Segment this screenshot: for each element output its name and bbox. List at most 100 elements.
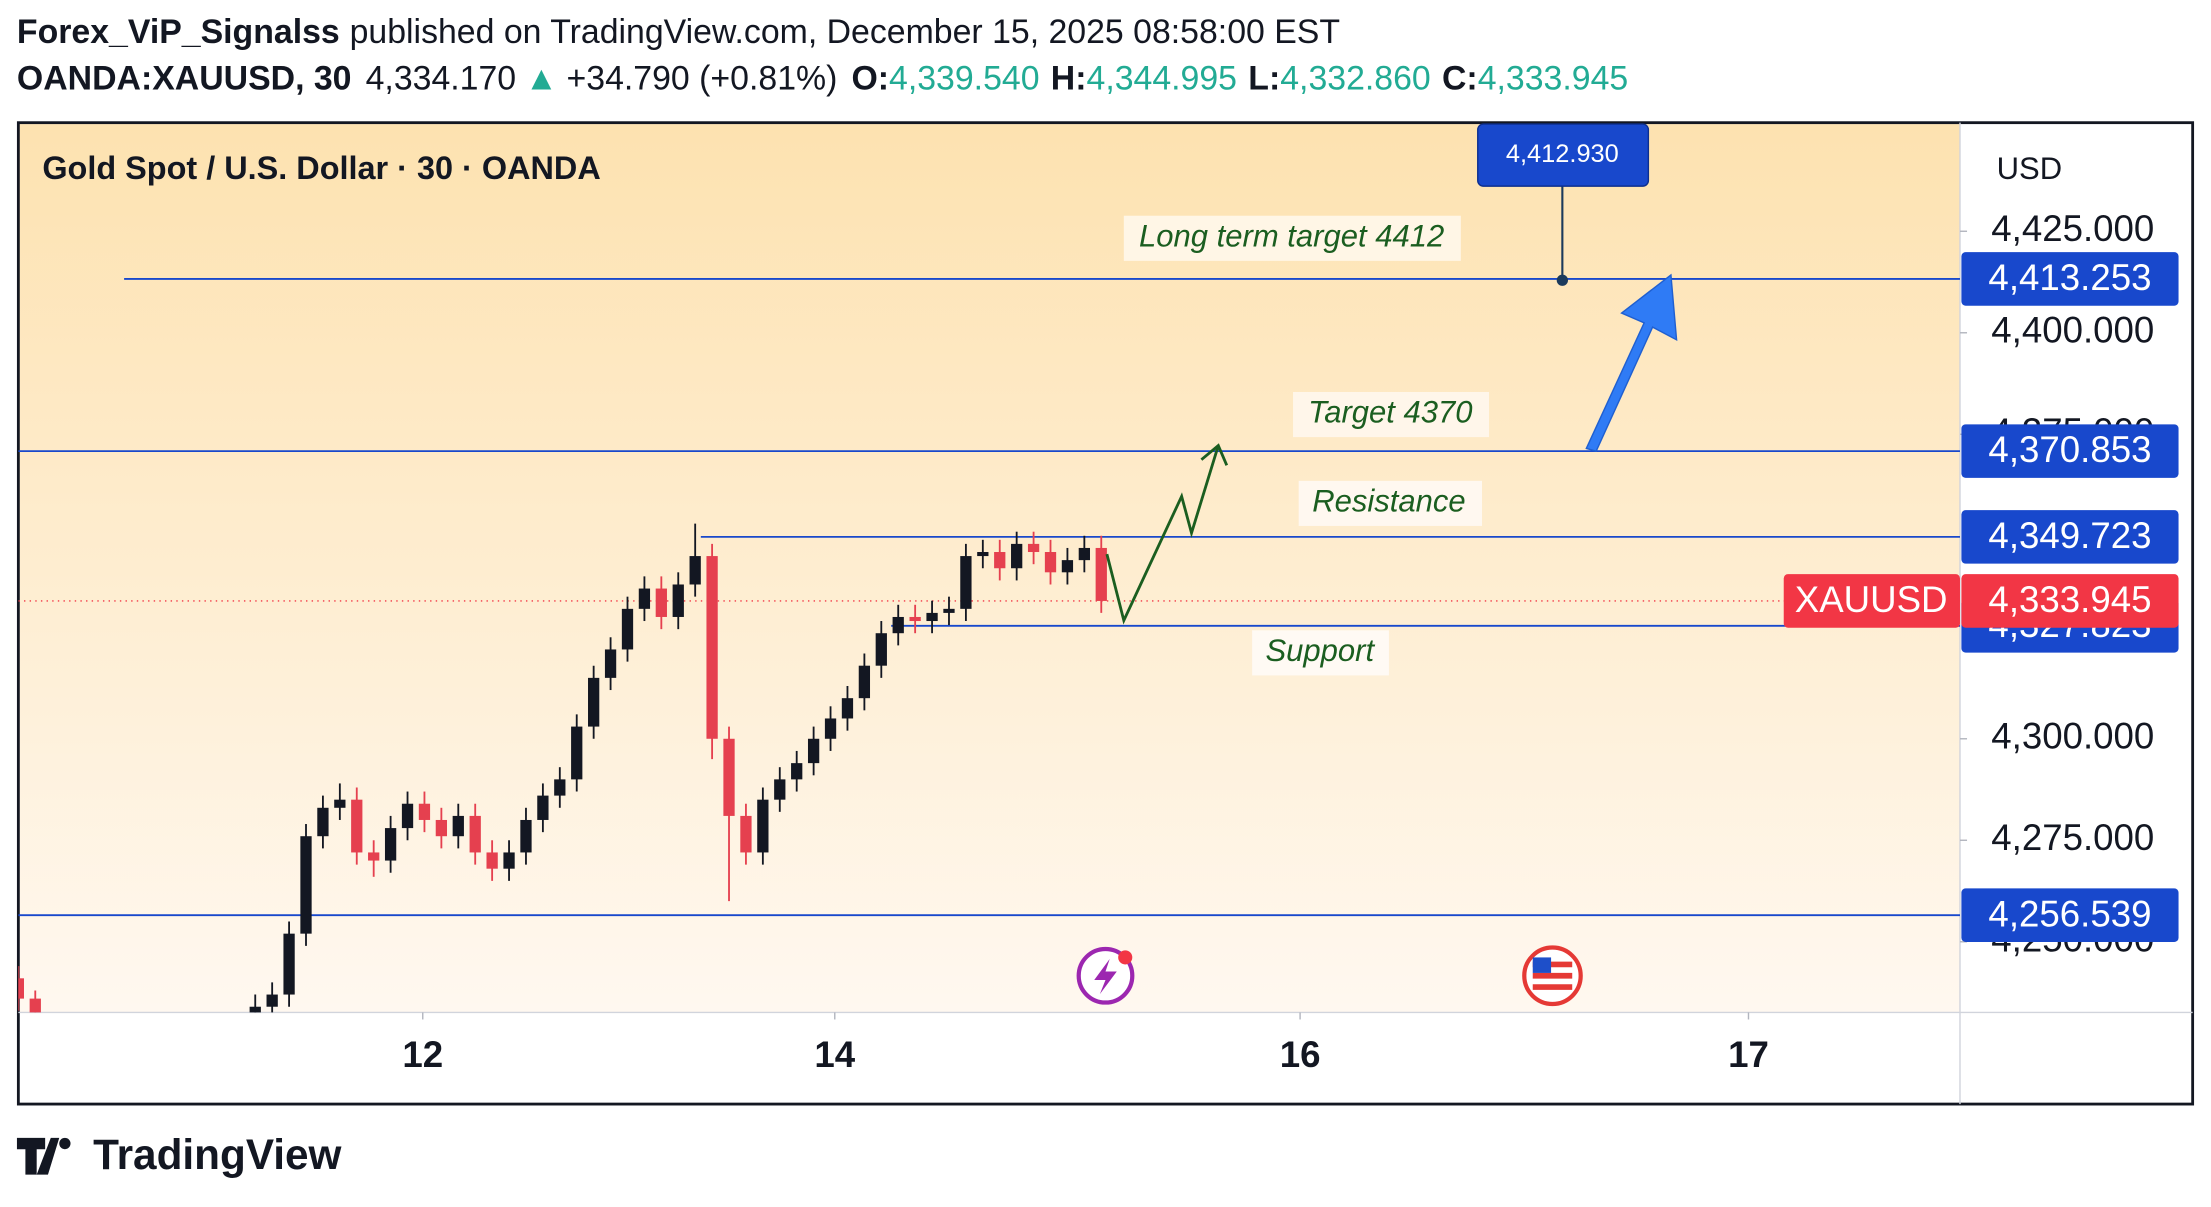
- candle: [621, 596, 634, 662]
- change: +34.790 (+0.81%): [567, 59, 838, 97]
- candle-body: [774, 779, 786, 800]
- event-icon-bolt: [1094, 958, 1117, 995]
- symbol-tag-label: XAUUSD: [1795, 579, 1948, 620]
- close: 4,333.945: [1478, 59, 1629, 97]
- candle-body: [571, 726, 583, 780]
- candle-body: [520, 819, 532, 853]
- candle: [351, 787, 363, 865]
- y-tick-label: 4,400.000: [1991, 309, 2154, 350]
- candle: [655, 576, 667, 630]
- candle: [977, 539, 989, 569]
- frame: [16, 121, 2195, 1106]
- plot-background: [18, 124, 1960, 1013]
- target-arrow: [1585, 273, 1678, 453]
- candle: [824, 706, 837, 751]
- price-tag-label: 4,349.723: [1988, 515, 2151, 556]
- candle: [300, 824, 312, 946]
- candle: [249, 994, 261, 1013]
- flag-canton: [1532, 957, 1552, 973]
- symbol-tag: [1783, 574, 1960, 628]
- callout-box: [1477, 123, 1650, 187]
- logo-mark: [16, 1137, 60, 1175]
- candle: [807, 726, 820, 776]
- candle: [723, 726, 735, 902]
- x-tick-label: 16: [1280, 1034, 1321, 1075]
- candle: [1044, 539, 1057, 585]
- candle: [317, 795, 329, 849]
- y-tick-label: 4,425.000: [1991, 208, 2154, 249]
- candle-body: [655, 588, 667, 617]
- annotation-box: [1298, 480, 1482, 526]
- low: 4,332.860: [1280, 59, 1431, 97]
- candle-body: [469, 815, 481, 853]
- currency: USD: [1997, 151, 2062, 186]
- candle-body: [452, 815, 464, 837]
- published: published on TradingView.com, December 1…: [350, 13, 1340, 51]
- candle-body: [317, 807, 329, 837]
- candle: [892, 604, 904, 646]
- price-tag-label: 4,413.253: [1988, 257, 2151, 298]
- candle: [943, 596, 955, 626]
- low-label: L:: [1248, 59, 1280, 97]
- symbol-bar: OANDA:XAUUSD, 30 4,334.170 ▲ +34.790 (+0.81…: [17, 59, 1628, 97]
- candle-body: [960, 556, 972, 609]
- candle: [791, 750, 803, 792]
- candle-body: [621, 608, 634, 650]
- price-tag: [1961, 424, 2179, 478]
- candle: [1027, 531, 1040, 565]
- callout-label: 4,412.930: [1506, 140, 1619, 168]
- candle: [960, 543, 972, 622]
- x-tick-label: 14: [814, 1034, 855, 1075]
- candle-body: [740, 815, 752, 853]
- x-tick-label: 17: [1728, 1034, 1769, 1075]
- candle-body: [249, 1006, 261, 1013]
- candle: [266, 982, 278, 1013]
- header: Forex_ViP_Signalss published on TradingVi…: [17, 13, 1340, 51]
- y-tick-label: 4,275.000: [1991, 817, 2154, 858]
- candle: [638, 576, 651, 622]
- candle: [706, 543, 718, 760]
- candle: [1061, 547, 1074, 585]
- candle-body: [384, 828, 397, 861]
- candle-body: [977, 552, 989, 557]
- candle: [1078, 535, 1090, 573]
- price: 4,334.170: [366, 59, 516, 97]
- candle: [469, 803, 481, 865]
- price-tag: [1961, 888, 2179, 943]
- candle-body: [841, 698, 854, 719]
- candle: [588, 665, 600, 739]
- projection-arrowhead: [1200, 443, 1229, 466]
- candle-body: [858, 665, 871, 699]
- candle: [401, 791, 414, 841]
- candle: [774, 767, 786, 812]
- candle-body: [537, 795, 549, 820]
- candle: [740, 803, 752, 865]
- candle: [486, 840, 498, 881]
- open-label: O:: [851, 59, 889, 97]
- annotation: Long term target 4412: [1139, 218, 1444, 253]
- plot-layer: [18, 278, 1960, 1013]
- candle: [418, 791, 431, 833]
- candle: [926, 600, 938, 634]
- candle-body: [723, 738, 735, 816]
- candle: [757, 787, 769, 865]
- candle: [368, 840, 380, 877]
- last-price-tag: [1961, 574, 2179, 628]
- candle: [689, 523, 701, 597]
- candle: [18, 966, 24, 1011]
- symbol: OANDA:XAUUSD, 30: [17, 59, 352, 97]
- candle: [672, 572, 684, 630]
- candle-body: [418, 803, 431, 820]
- candle-body: [791, 763, 803, 780]
- candle-body: [892, 616, 904, 634]
- candle: [537, 783, 549, 833]
- candle: [554, 767, 566, 808]
- candle: [435, 807, 448, 849]
- candle-body: [994, 552, 1006, 569]
- candle-body: [909, 616, 921, 622]
- candle-body: [266, 994, 278, 1007]
- candle-body: [554, 779, 566, 796]
- candle-body: [926, 612, 938, 622]
- candle-body: [486, 852, 498, 869]
